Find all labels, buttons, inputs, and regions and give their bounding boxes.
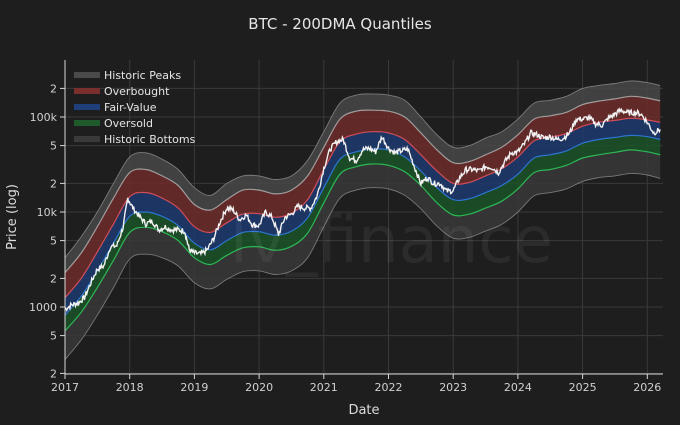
y-tick-label: 100k: [30, 111, 58, 124]
legend-swatch-icon: [74, 136, 100, 142]
x-tick-label: 2021: [310, 381, 338, 394]
x-tick-label: 2025: [569, 381, 597, 394]
band-boundary-line: [64, 95, 661, 273]
y-axis-label: Price (log): [5, 184, 20, 250]
fair-value-band: [65, 118, 661, 316]
y-axis-ticks: 2 5 1000 2 5 10k 2 5 100k 2: [29, 82, 65, 380]
legend-item[interactable]: Historic Peaks: [74, 69, 181, 82]
legend-label: Overbought: [104, 85, 170, 98]
y-tick-label: 10k: [37, 206, 58, 219]
legend-item[interactable]: Overbought: [74, 85, 170, 98]
x-tick-label: 2022: [375, 381, 403, 394]
band-boundary-line: [64, 172, 661, 360]
oversold-band: [65, 135, 661, 331]
legend: Historic Peaks Overbought Fair-Value Overso…: [74, 69, 196, 146]
legend-label: Historic Peaks: [104, 69, 181, 82]
legend-item[interactable]: Fair-Value: [74, 101, 157, 114]
legend-label: Fair-Value: [104, 101, 157, 114]
y-tick-label: 2: [50, 272, 57, 285]
legend-swatch-icon: [74, 72, 100, 78]
y-tick-label: 1000: [29, 301, 57, 314]
legend-label: Oversold: [104, 117, 153, 130]
band-boundary-line: [64, 80, 661, 258]
x-tick-label: 2024: [504, 381, 532, 394]
legend-item[interactable]: Historic Bottoms: [74, 133, 196, 146]
axes: [64, 60, 663, 375]
historic-bottoms-band: [65, 149, 661, 360]
chart-title: BTC - 200DMA Quantiles: [248, 15, 432, 33]
legend-swatch-icon: [74, 88, 100, 94]
x-tick-label: 2017: [51, 381, 79, 394]
historic-peaks-band: [65, 80, 661, 273]
legend-swatch-icon: [74, 104, 100, 110]
legend-label: Historic Bottoms: [104, 133, 196, 146]
y-tick-label: 5: [50, 140, 57, 153]
y-tick-label: 2: [50, 367, 57, 380]
watermark: lv_finance: [230, 204, 553, 278]
price-line: [64, 107, 661, 312]
x-axis-label: Date: [348, 403, 379, 418]
y-tick-label: 5: [50, 330, 57, 343]
band-boundary-line: [64, 117, 661, 299]
y-tick-label: 2: [50, 177, 57, 190]
legend-swatch-icon: [74, 120, 100, 126]
x-axis-ticks: 2017 2018 2019 2020 2021 2022 2023 2024 2025 2026: [51, 374, 661, 394]
overbought-band: [65, 96, 661, 298]
x-tick-label: 2023: [439, 381, 467, 394]
btc-price-line: [64, 107, 661, 312]
x-tick-label: 2019: [180, 381, 208, 394]
legend-item[interactable]: Oversold: [74, 117, 153, 130]
x-tick-label: 2020: [245, 381, 273, 394]
band-boundary-line: [64, 149, 661, 332]
y-tick-label: 5: [50, 235, 57, 248]
x-tick-label: 2018: [116, 381, 144, 394]
y-tick-label: 2: [50, 82, 57, 95]
x-tick-label: 2026: [633, 381, 661, 394]
quantile-bands: [64, 80, 661, 360]
